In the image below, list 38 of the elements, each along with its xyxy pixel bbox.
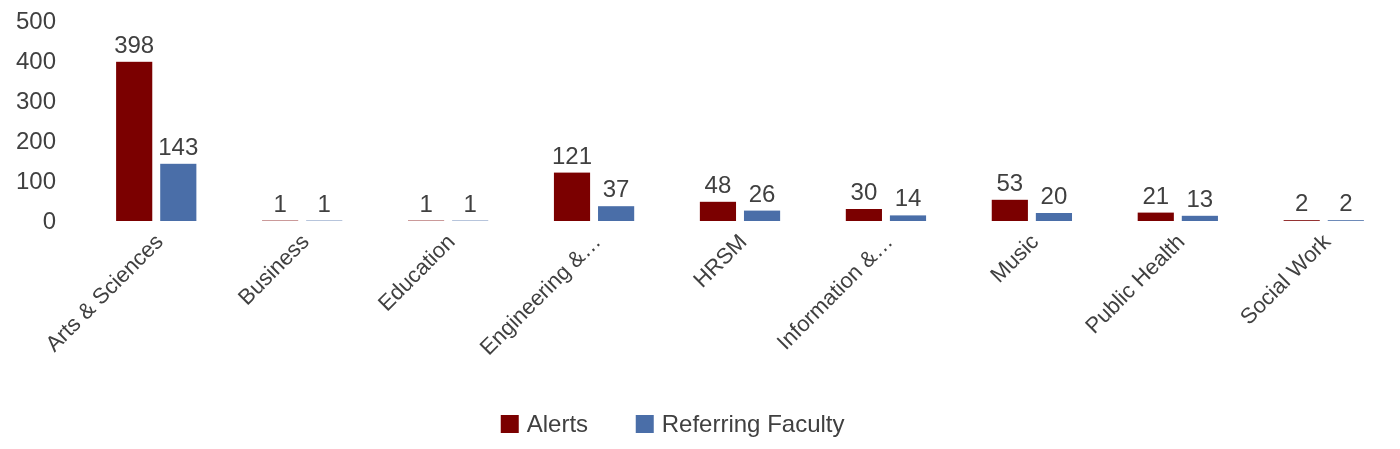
legend-label: Alerts — [526, 410, 589, 437]
data-label: 1 — [463, 189, 477, 217]
bar — [889, 215, 927, 221]
bar — [160, 163, 197, 221]
bar — [553, 172, 591, 221]
bar — [699, 201, 737, 221]
data-label: 2 — [1339, 189, 1353, 217]
data-label: 21 — [1142, 181, 1170, 209]
legend-label: Referring Faculty — [661, 410, 845, 437]
bar — [845, 209, 882, 221]
bar — [116, 61, 153, 221]
bar — [1181, 215, 1218, 221]
data-label: 14 — [894, 184, 922, 212]
y-tick-label: 500 — [15, 7, 56, 35]
bar — [598, 206, 635, 221]
data-label: 121 — [551, 141, 593, 169]
y-tick-label: 400 — [15, 47, 56, 75]
data-label: 1 — [317, 189, 331, 217]
data-label: 13 — [1186, 184, 1214, 212]
y-tick-label: 100 — [15, 167, 56, 195]
bar — [743, 210, 781, 221]
data-label: 143 — [158, 132, 199, 160]
y-tick-label: 0 — [42, 207, 56, 235]
y-tick-label: 300 — [15, 87, 56, 115]
data-label: 398 — [114, 30, 155, 58]
data-label: 26 — [748, 179, 776, 207]
data-label: 1 — [273, 189, 287, 217]
data-label: 53 — [996, 168, 1024, 196]
data-label: 2 — [1295, 189, 1309, 217]
data-label: 1 — [419, 189, 433, 217]
bar — [1137, 212, 1174, 221]
data-label: 37 — [602, 175, 630, 203]
data-label: 20 — [1040, 182, 1068, 209]
bar — [1035, 213, 1073, 221]
y-tick-label: 200 — [15, 127, 56, 155]
data-label: 48 — [704, 170, 732, 198]
bar — [991, 199, 1028, 221]
data-label: 30 — [850, 178, 878, 205]
